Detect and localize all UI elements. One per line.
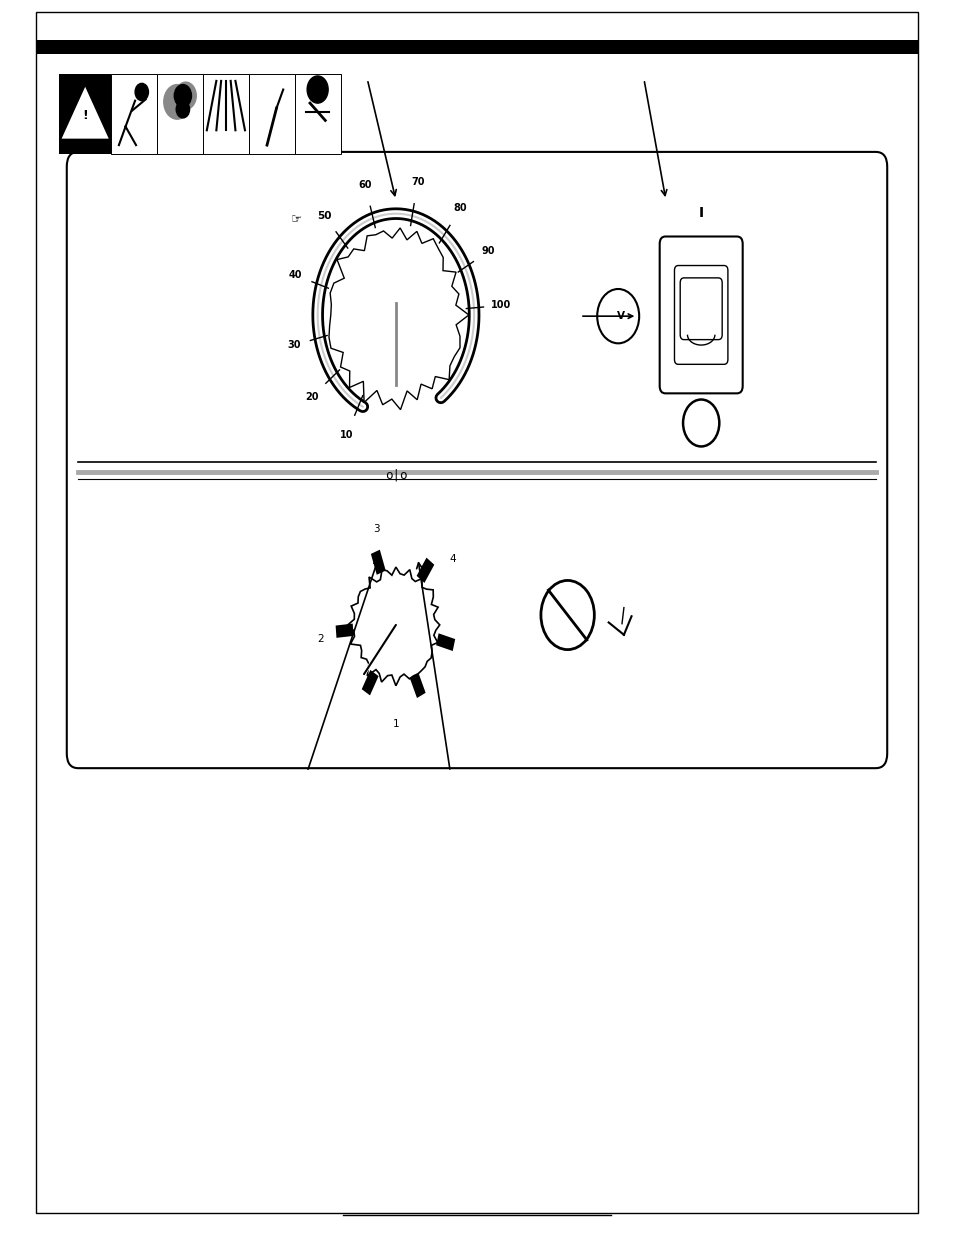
Circle shape — [135, 84, 149, 101]
Bar — [294, 74, 340, 154]
Text: 1: 1 — [393, 719, 398, 729]
Text: 10: 10 — [339, 430, 353, 440]
Text: 60: 60 — [358, 180, 372, 190]
Text: 40: 40 — [289, 270, 302, 280]
Circle shape — [176, 101, 190, 119]
Circle shape — [174, 84, 192, 107]
Text: 80: 80 — [454, 203, 467, 212]
Polygon shape — [436, 634, 455, 651]
Polygon shape — [348, 567, 439, 685]
Polygon shape — [409, 673, 425, 698]
FancyBboxPatch shape — [659, 237, 741, 393]
Polygon shape — [416, 558, 434, 583]
Circle shape — [597, 289, 639, 343]
Bar — [249, 74, 294, 154]
Circle shape — [682, 400, 719, 447]
Polygon shape — [62, 86, 109, 138]
Circle shape — [307, 75, 328, 104]
Text: 100: 100 — [490, 300, 510, 310]
Bar — [59, 74, 112, 154]
Text: 90: 90 — [481, 246, 495, 256]
Text: 50: 50 — [316, 211, 332, 221]
Circle shape — [540, 580, 594, 650]
Polygon shape — [329, 228, 468, 410]
Text: ☞: ☞ — [291, 214, 302, 226]
Text: 70: 70 — [411, 177, 424, 186]
Circle shape — [175, 83, 196, 110]
Text: 2: 2 — [316, 634, 323, 643]
FancyBboxPatch shape — [67, 152, 886, 768]
Circle shape — [164, 84, 191, 120]
Text: 4: 4 — [449, 553, 456, 564]
Bar — [36, 40, 917, 54]
Polygon shape — [335, 624, 354, 637]
Polygon shape — [371, 550, 385, 574]
Text: I: I — [698, 206, 703, 220]
Text: V: V — [617, 311, 624, 321]
Polygon shape — [361, 669, 378, 695]
FancyBboxPatch shape — [674, 266, 727, 364]
Bar — [112, 74, 157, 154]
Bar — [203, 74, 249, 154]
Text: 3: 3 — [373, 525, 379, 535]
FancyBboxPatch shape — [679, 278, 721, 340]
Bar — [157, 74, 203, 154]
Text: 30: 30 — [287, 341, 300, 351]
Text: o|o: o|o — [384, 469, 407, 482]
Text: 20: 20 — [305, 391, 318, 401]
Text: !: ! — [82, 109, 88, 122]
